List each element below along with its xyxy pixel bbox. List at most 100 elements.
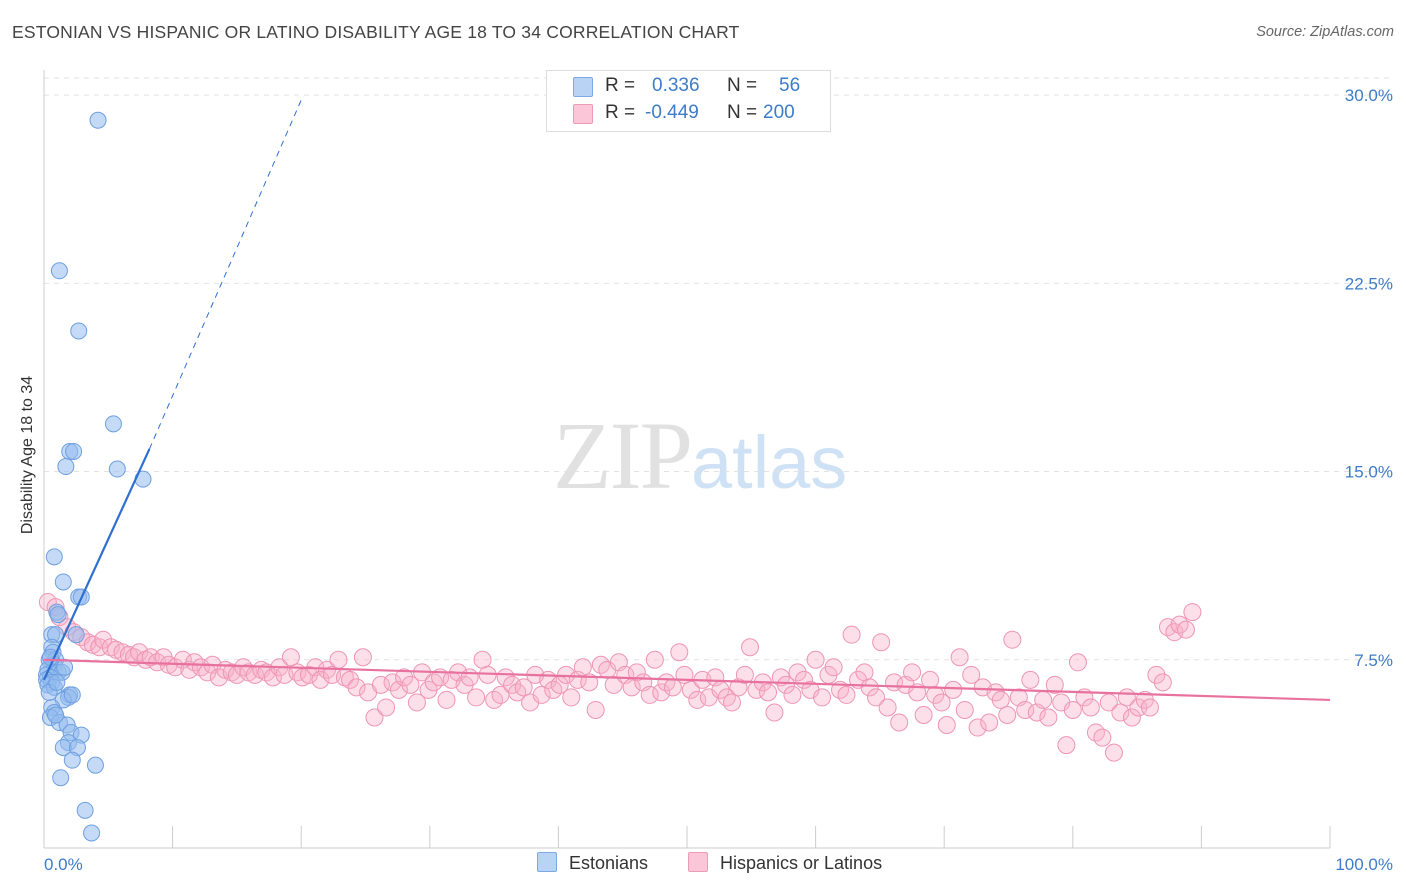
data-point-hispanics: [741, 638, 760, 657]
data-point-hispanics: [681, 680, 700, 699]
data-point-hispanics: [532, 685, 551, 704]
watermark-zip: ZIP: [553, 402, 693, 509]
data-point-hispanics: [903, 663, 922, 682]
data-point-hispanics: [1021, 670, 1040, 689]
data-point-estonians: [67, 626, 85, 644]
data-point-hispanics: [1081, 698, 1100, 717]
legend-label-hispanics: Hispanics or Latinos: [720, 853, 883, 873]
stats-row-hispanics: R = -0.449 N = 200: [547, 101, 830, 127]
data-point-hispanics: [926, 685, 945, 704]
data-point-hispanics: [1104, 743, 1123, 762]
n-value-hispanics: 200: [763, 102, 795, 123]
data-point-hispanics: [937, 716, 956, 735]
data-point-hispanics: [867, 688, 886, 707]
data-point-hispanics: [329, 650, 348, 669]
data-point-hispanics: [407, 693, 426, 712]
data-point-hispanics: [991, 690, 1010, 709]
data-point-hispanics: [437, 690, 456, 709]
data-point-hispanics: [1016, 700, 1035, 719]
hispanics-points: [38, 593, 1202, 762]
data-point-hispanics: [735, 665, 754, 684]
hispanics-swatch: [573, 104, 593, 124]
data-point-hispanics: [968, 718, 987, 737]
data-point-hispanics: [980, 713, 999, 732]
data-point-hispanics: [914, 705, 933, 724]
data-point-hispanics: [562, 688, 581, 707]
estonians-trend-extension: [148, 99, 302, 450]
r-label: R =: [605, 75, 636, 96]
data-point-hispanics: [401, 675, 420, 694]
data-point-hispanics: [860, 678, 879, 697]
data-point-hispanics: [777, 675, 796, 694]
axes: [43, 70, 1331, 849]
data-point-hispanics: [837, 685, 856, 704]
data-point-hispanics: [824, 658, 843, 677]
data-point-hispanics: [723, 693, 742, 712]
data-point-hispanics: [395, 668, 414, 687]
n-label: N =: [727, 75, 758, 96]
data-point-hispanics: [627, 663, 646, 682]
data-point-hispanics: [670, 643, 689, 662]
n-label: N =: [727, 102, 758, 123]
data-point-hispanics: [1039, 708, 1058, 727]
data-point-hispanics: [311, 670, 330, 689]
legend-item-hispanics: Hispanics or Latinos: [688, 852, 882, 874]
data-point-hispanics: [1140, 698, 1159, 717]
data-point-estonians: [50, 262, 68, 280]
source-label: Source: ZipAtlas.com: [1256, 24, 1394, 40]
data-point-hispanics: [1122, 708, 1141, 727]
data-point-hispanics: [347, 678, 366, 697]
data-point-hispanics: [842, 625, 861, 644]
data-point-estonians: [54, 573, 72, 591]
stats-legend-box: R = 0.336 N = 56 R = -0.449 N = 200: [546, 70, 831, 132]
data-point-estonians: [57, 458, 75, 476]
data-point-estonians: [63, 751, 81, 769]
data-point-estonians: [108, 460, 126, 478]
data-point-hispanics: [1034, 690, 1053, 709]
data-point-hispanics: [813, 688, 832, 707]
hispanics-trend-line: [43, 658, 1331, 702]
data-point-hispanics: [890, 713, 909, 732]
data-point-hispanics: [765, 703, 784, 722]
chart-title: ESTONIAN VS HISPANIC OR LATINO DISABILIT…: [12, 22, 740, 42]
data-point-estonians: [63, 686, 81, 704]
data-point-hispanics: [353, 648, 372, 667]
y-tick-label: 22.5%: [1345, 274, 1393, 293]
data-point-estonians: [86, 756, 104, 774]
data-point-hispanics: [1183, 603, 1202, 622]
data-point-hispanics: [383, 673, 402, 692]
data-point-estonians: [48, 673, 66, 691]
data-point-hispanics: [281, 648, 300, 667]
data-point-hispanics: [580, 673, 599, 692]
data-point-hispanics: [101, 638, 120, 657]
data-point-hispanics: [717, 688, 736, 707]
n-value-estonians: 56: [779, 75, 801, 96]
r-value-estonians: 0.336: [652, 75, 700, 96]
data-point-hispanics: [788, 663, 807, 682]
estonians-trend-line: [42, 448, 151, 681]
data-point-hispanics: [586, 700, 605, 719]
data-point-hispanics: [688, 690, 707, 709]
data-point-hispanics: [263, 668, 282, 687]
data-point-hispanics: [1111, 703, 1130, 722]
estonians-points: [38, 111, 152, 842]
data-point-hispanics: [855, 663, 874, 682]
data-point-hispanics: [1176, 620, 1195, 639]
data-point-hispanics: [759, 683, 778, 702]
data-point-hispanics: [998, 705, 1017, 724]
legend-label-estonians: Estonians: [569, 853, 649, 873]
data-point-hispanics: [1057, 736, 1076, 755]
data-point-hispanics: [365, 708, 384, 727]
data-point-estonians: [89, 111, 107, 129]
data-point-hispanics: [1093, 728, 1112, 747]
stats-row-estonians: R = 0.336 N = 56: [547, 74, 830, 100]
data-point-estonians: [104, 415, 122, 433]
x-tick-label: 100.0%: [1335, 855, 1393, 874]
data-point-hispanics: [1147, 665, 1166, 684]
data-point-estonians: [65, 442, 83, 460]
data-point-hispanics: [130, 643, 149, 662]
data-point-hispanics: [783, 685, 802, 704]
data-point-estonians: [83, 824, 101, 842]
legend-item-estonians: Estonians: [537, 852, 648, 874]
